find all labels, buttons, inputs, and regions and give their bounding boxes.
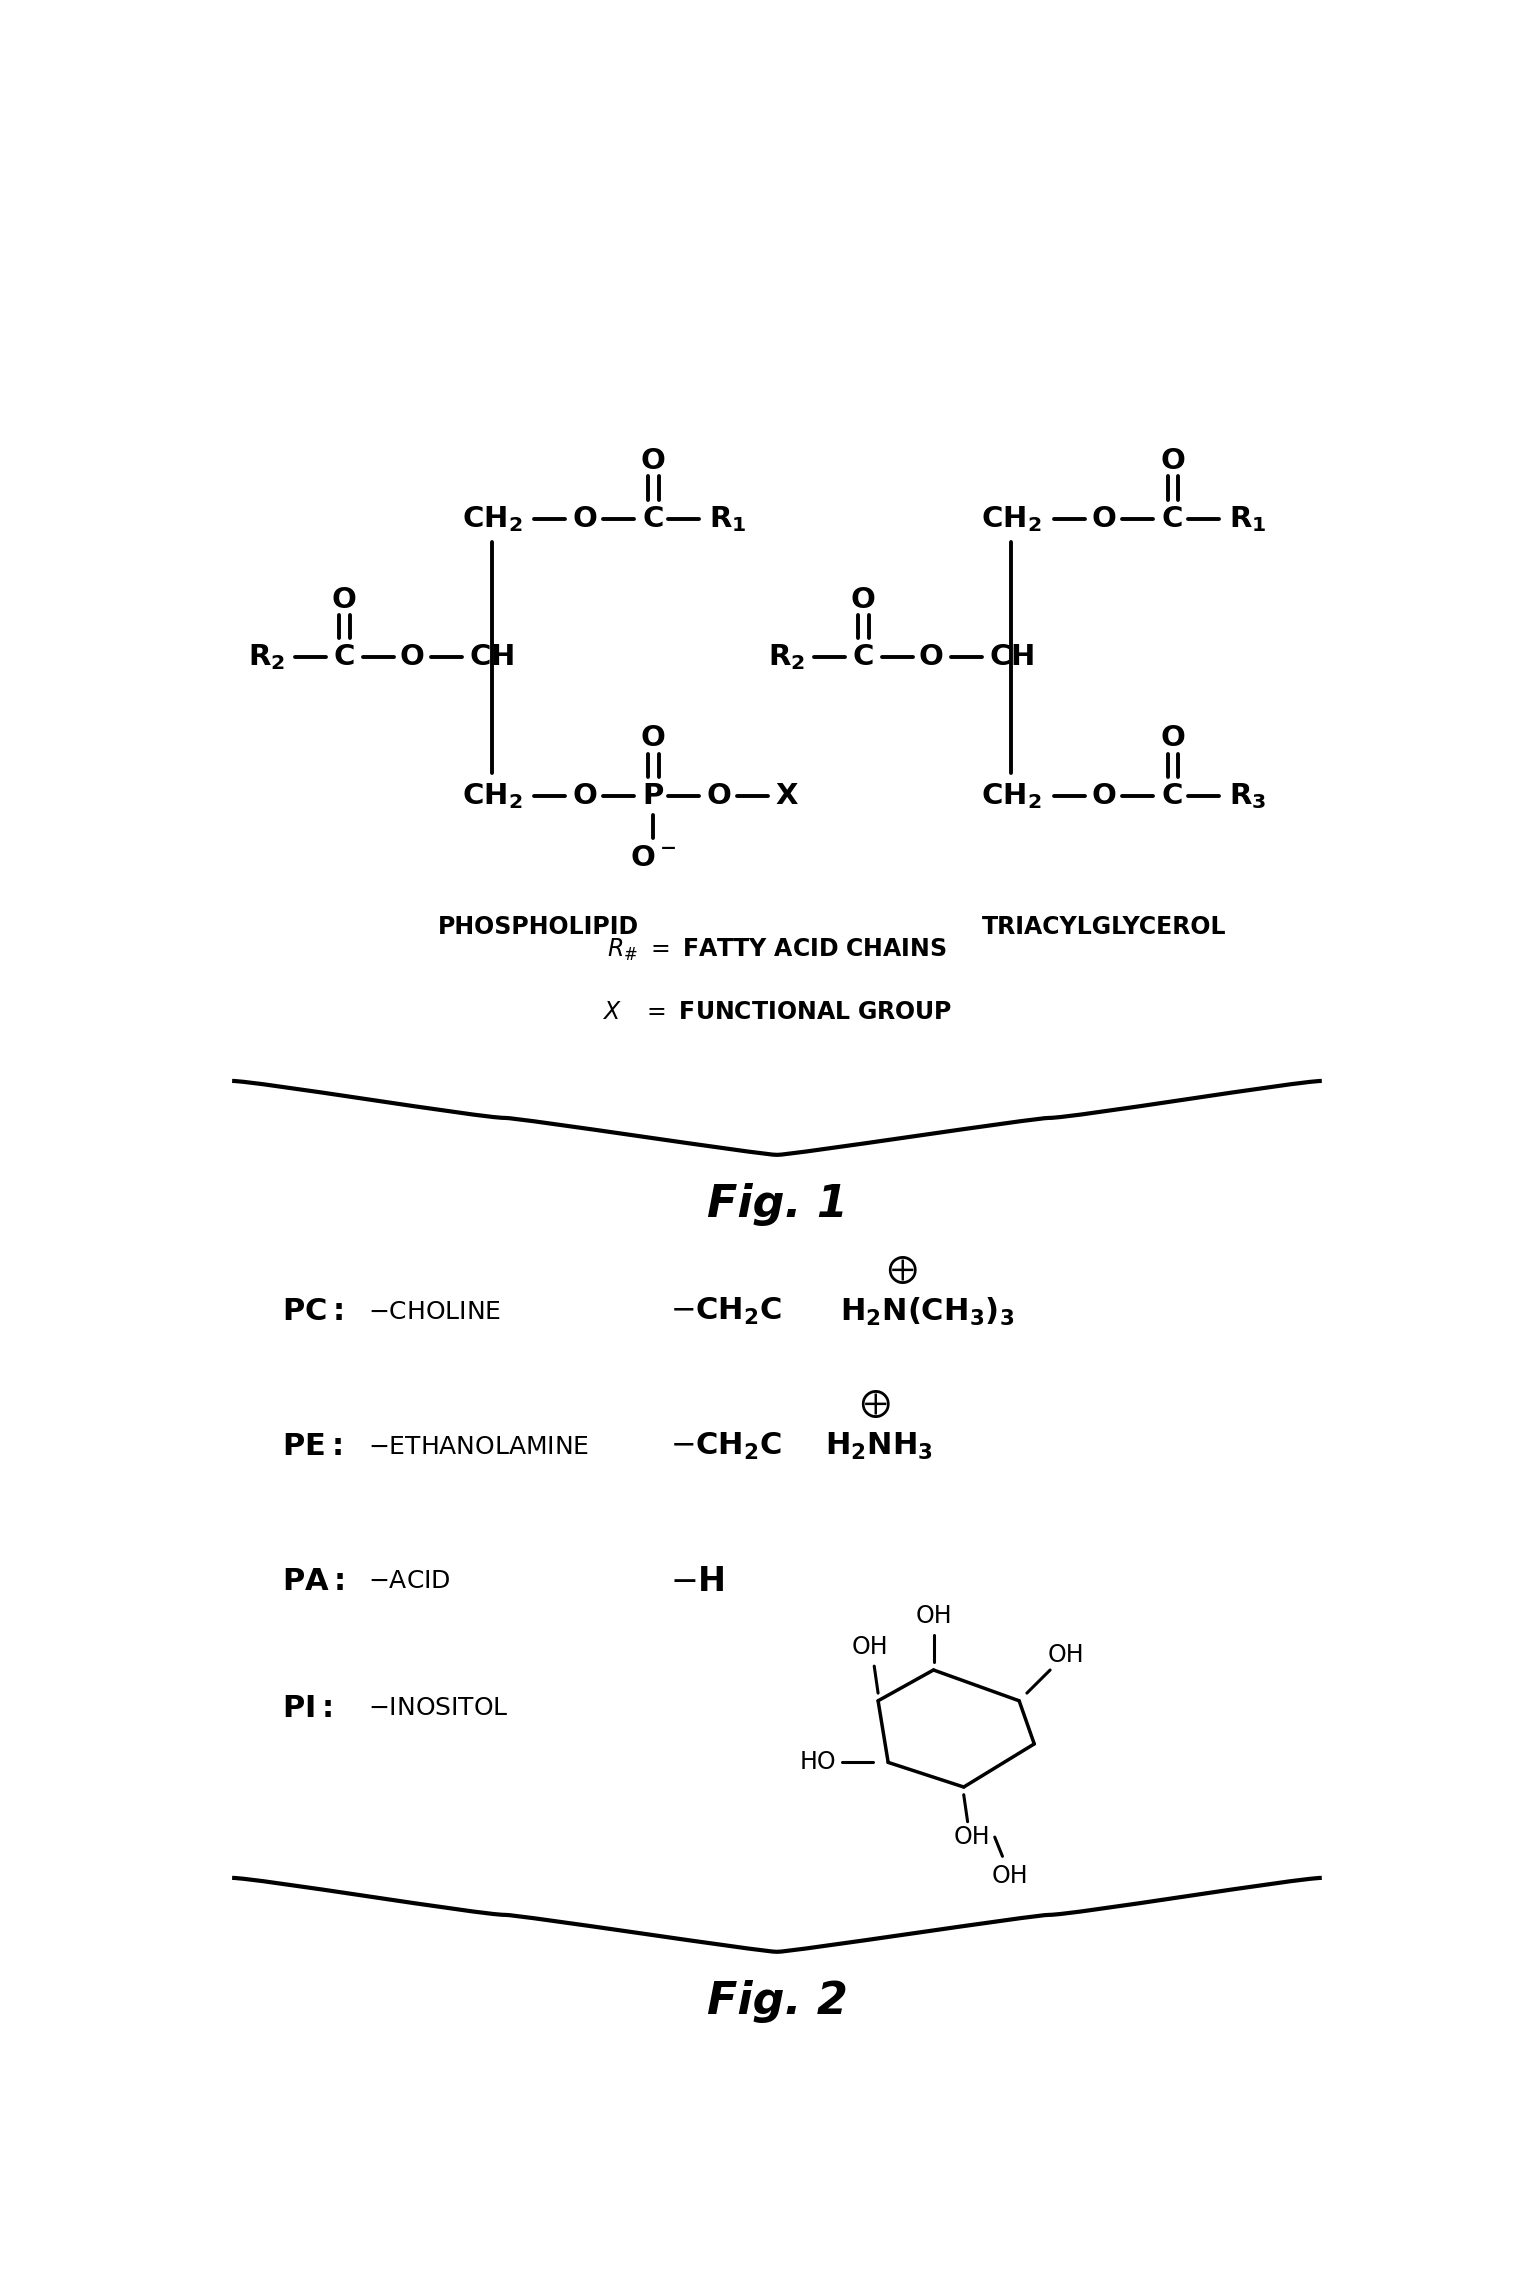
Text: $\mathbf{H_2NH_3}$: $\mathbf{H_2NH_3}$ [825,1430,932,1463]
Text: $R_\#\ =\ \mathbf{FATTY\ ACID\ CHAINS}$: $R_\#\ =\ \mathbf{FATTY\ ACID\ CHAINS}$ [606,937,948,962]
Text: $\mathbf{R_2}$: $\mathbf{R_2}$ [767,643,805,673]
Text: OH: OH [1048,1642,1084,1667]
Text: $\mathbf{O}$: $\mathbf{O}$ [330,585,356,613]
Text: $\bigoplus$: $\bigoplus$ [860,1389,891,1421]
Text: PHOSPHOLIPID: PHOSPHOLIPID [438,914,638,939]
Text: OH: OH [852,1635,888,1660]
Text: $\mathbf{O}$: $\mathbf{O}$ [640,448,666,475]
Text: $\mathbf{CH_2}$: $\mathbf{CH_2}$ [981,503,1041,533]
Text: $\mathbf{PE:}$: $\mathbf{PE:}$ [282,1433,343,1460]
Text: $-\mathbf{CH_2C}$: $-\mathbf{CH_2C}$ [670,1297,782,1327]
Text: $\mathbf{C}$: $\mathbf{C}$ [334,643,355,670]
Text: $\mathbf{O}$: $\mathbf{O}$ [1092,505,1117,533]
Text: $\mathbf{O}$: $\mathbf{O}$ [1160,723,1186,753]
Text: $\mathbf{O}$: $\mathbf{O}$ [640,723,666,753]
Text: $X\quad=\ \mathbf{FUNCTIONAL\ GROUP}$: $X\quad=\ \mathbf{FUNCTIONAL\ GROUP}$ [602,999,952,1024]
Text: $\mathbf{O}$: $\mathbf{O}$ [850,585,876,613]
Text: $\mathbf{PC:}$: $\mathbf{PC:}$ [282,1297,344,1327]
Text: OH: OH [991,1864,1028,1887]
Text: $\mathbf{CH}$: $\mathbf{CH}$ [470,643,514,670]
Text: $-\mathrm{ACID}$: $-\mathrm{ACID}$ [368,1570,450,1593]
Text: HO: HO [800,1750,837,1775]
Text: $\mathbf{O}$: $\mathbf{O}$ [572,783,597,810]
Text: OH: OH [954,1825,990,1848]
Text: $\mathbf{O}$: $\mathbf{O}$ [706,783,732,810]
Text: $\mathbf{C}$: $\mathbf{C}$ [1161,783,1182,810]
Text: $\mathbf{H_2N(CH_3)_3}$: $\mathbf{H_2N(CH_3)_3}$ [840,1295,1014,1327]
Text: $\mathbf{O}$: $\mathbf{O}$ [399,643,424,670]
Text: $\mathbf{C}$: $\mathbf{C}$ [852,643,873,670]
Text: OH: OH [916,1605,952,1628]
Text: $\mathbf{O}$: $\mathbf{O}$ [572,505,597,533]
Text: $\mathbf{O}$: $\mathbf{O}$ [1092,783,1117,810]
Text: $-\mathrm{ETHANOLAMINE}$: $-\mathrm{ETHANOLAMINE}$ [368,1435,590,1458]
Text: Fig. 2: Fig. 2 [706,1979,847,2023]
Text: $\mathbf{O}$: $\mathbf{O}$ [919,643,944,670]
Text: $-\mathbf{CH_2C}$: $-\mathbf{CH_2C}$ [670,1430,782,1463]
Text: $\mathbf{X}$: $\mathbf{X}$ [775,783,799,810]
Text: $\mathbf{R_1}$: $\mathbf{R_1}$ [1228,503,1266,533]
Text: $\mathbf{O^-}$: $\mathbf{O^-}$ [631,843,676,872]
Text: $\mathbf{C}$: $\mathbf{C}$ [1161,505,1182,533]
Text: $\mathbf{CH}$: $\mathbf{CH}$ [988,643,1034,670]
Text: $-\mathbf{H}$: $-\mathbf{H}$ [670,1566,725,1598]
Text: $\mathbf{CH_2}$: $\mathbf{CH_2}$ [461,503,522,533]
Text: $\mathbf{CH_2}$: $\mathbf{CH_2}$ [981,781,1041,810]
Text: Fig. 1: Fig. 1 [706,1182,847,1226]
Text: $\mathbf{R_3}$: $\mathbf{R_3}$ [1228,781,1266,810]
Text: $\mathbf{C}$: $\mathbf{C}$ [643,505,664,533]
Text: $\bigoplus$: $\bigoplus$ [887,1254,917,1286]
Text: $-\mathrm{CHOLINE}$: $-\mathrm{CHOLINE}$ [368,1300,500,1325]
Text: $\mathbf{P}$: $\mathbf{P}$ [641,783,664,810]
Text: $\mathbf{R_1}$: $\mathbf{R_1}$ [709,503,747,533]
Text: TRIACYLGLYCEROL: TRIACYLGLYCEROL [982,914,1226,939]
Text: $\mathbf{CH_2}$: $\mathbf{CH_2}$ [461,781,522,810]
Text: $\mathbf{PI:}$: $\mathbf{PI:}$ [282,1694,334,1722]
Text: $\mathbf{PA:}$: $\mathbf{PA:}$ [282,1566,346,1596]
Text: $\mathbf{O}$: $\mathbf{O}$ [1160,448,1186,475]
Text: $\mathbf{R_2}$: $\mathbf{R_2}$ [249,643,285,673]
Text: $-\mathrm{INOSITOL}$: $-\mathrm{INOSITOL}$ [368,1697,508,1720]
